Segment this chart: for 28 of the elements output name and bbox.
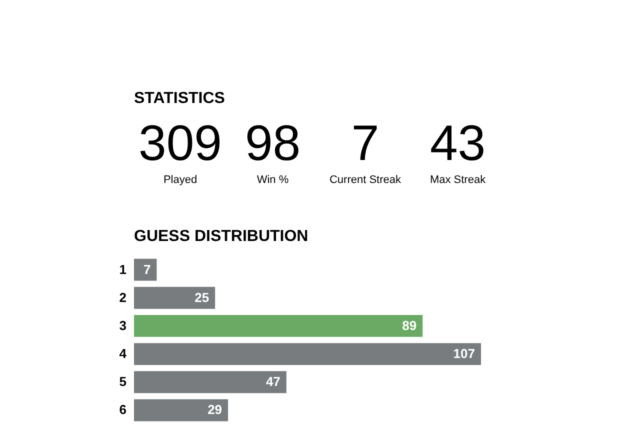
data-label: 47 — [266, 374, 280, 390]
y-tick-label: 3 — [119, 318, 126, 333]
data-label: 43 — [430, 115, 486, 171]
y-tick-label: 4 — [119, 346, 128, 362]
y-tick-label: 5 — [119, 374, 126, 390]
y-tick-label: 6 — [119, 402, 126, 418]
category-label: Win % — [256, 174, 289, 186]
data-label: 25 — [194, 290, 210, 305]
data-label: 7 — [143, 262, 151, 277]
category-label: Current Streak — [329, 174, 402, 186]
chart-title: GUESS DISTRIBUTION — [134, 228, 308, 245]
data-label: 89 — [402, 318, 417, 333]
data-label: 98 — [244, 115, 301, 171]
bar — [134, 371, 286, 394]
data-label: 107 — [453, 346, 475, 362]
bar — [134, 343, 481, 366]
bar — [134, 258, 157, 281]
category-label: Played — [163, 174, 198, 186]
y-tick-label: 2 — [119, 290, 126, 305]
data-label: 309 — [138, 115, 222, 171]
bar — [134, 399, 228, 422]
bar — [134, 286, 216, 309]
data-label: 29 — [208, 402, 222, 418]
y-tick-label: 1 — [119, 262, 126, 277]
bar — [134, 314, 423, 337]
data-label: 7 — [351, 115, 380, 171]
text: STATISTICS — [134, 90, 226, 107]
category-label: Max Streak — [430, 174, 486, 186]
